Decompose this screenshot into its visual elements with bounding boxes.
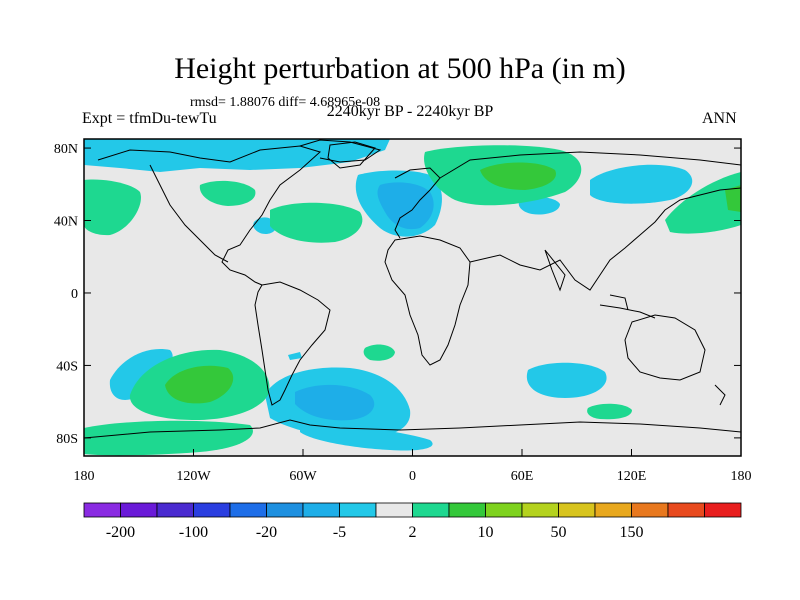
longitude-axis: 180 120W 60W 0 60E 120E 180 (74, 449, 752, 484)
lon-tick-label: 120E (617, 469, 647, 484)
contour-pos-europe-inner (480, 162, 556, 190)
rmsd-subtitle: rmsd= 1.88076 diff= 4.68965e-08 (190, 95, 381, 110)
contour-pos-east-asia (665, 172, 741, 234)
contour-neg-south-small (288, 352, 302, 360)
colorbar-swatch (631, 502, 669, 518)
colorbar-label: -100 (179, 524, 208, 541)
contour-pos-east-asia-inner (725, 185, 741, 212)
contour-pos-mid-atlantic (270, 202, 363, 243)
colorbar-swatch (120, 502, 158, 518)
colorbar-swatch (302, 502, 340, 518)
contour-pos-south-atlantic-small (363, 344, 395, 361)
period-label: 2240kyr BP - 2240kyr BP (326, 103, 494, 120)
colorbar-label: 10 (478, 524, 494, 541)
colorbar-swatch (83, 502, 121, 518)
lon-tick-label: 0 (409, 469, 416, 484)
colorbar-label: -20 (256, 524, 277, 541)
colorbar-swatch (229, 502, 267, 518)
experiment-label: Expt = tfmDu-tewTu (82, 110, 217, 127)
contour-neg-north-pacific (84, 139, 390, 172)
lat-tick-label: 80S (56, 432, 78, 447)
colorbar-label: -200 (106, 524, 135, 541)
lon-tick-label: 120W (176, 469, 211, 484)
colorbar-swatch (193, 502, 231, 518)
colorbar-swatch (266, 502, 304, 518)
colorbar-swatch (558, 502, 596, 518)
colorbar: -200 -100 -20 -5 2 10 50 150 (83, 502, 742, 541)
season-label: ANN (702, 110, 737, 127)
colorbar-swatch (704, 502, 742, 518)
colorbar-swatch (339, 502, 377, 518)
contour-pos-south-pacific-inner (165, 365, 234, 404)
colorbar-swatch (156, 502, 194, 518)
lat-tick-label: 0 (71, 287, 78, 302)
colorbar-swatch (667, 502, 705, 518)
colorbar-label: 50 (551, 524, 567, 541)
colorbar-swatch (594, 502, 632, 518)
contour-neg-south-atlantic-inner (295, 384, 375, 421)
lon-tick-label: 180 (731, 469, 752, 484)
contour-neg-southeast-pacific (109, 349, 173, 400)
colorbar-label: 150 (620, 524, 644, 541)
lon-tick-label: 60W (289, 469, 317, 484)
contour-pos-antarctic-pacific (84, 420, 253, 456)
colorbar-swatch (448, 502, 486, 518)
contour-pos-south-indian-small (587, 403, 632, 420)
lon-tick-label: 60E (511, 469, 534, 484)
contour-pos-north-pacific-west (84, 179, 141, 236)
lat-tick-label: 40N (54, 215, 78, 230)
lat-tick-label: 40S (56, 359, 78, 374)
contour-fields (84, 139, 741, 456)
colorbar-label: -5 (333, 524, 346, 541)
lat-tick-label: 80N (54, 142, 78, 157)
colorbar-label: 2 (409, 524, 417, 541)
lon-tick-label: 180 (74, 469, 95, 484)
colorbar-swatch (485, 502, 523, 518)
latitude-axis: 80N 40N 0 40S 80S (54, 142, 741, 447)
map-title: Height perturbation at 500 hPa (in m) (174, 52, 626, 85)
contour-neg-north-pacific-east (590, 164, 693, 204)
coastlines (84, 139, 741, 439)
colorbar-swatch (375, 502, 413, 518)
contour-neg-north-atlantic-inner (377, 182, 434, 230)
contour-pos-north-america (199, 180, 256, 206)
colorbar-swatch (521, 502, 559, 518)
contour-neg-south-indian (526, 362, 607, 398)
colorbar-swatch (412, 502, 450, 518)
